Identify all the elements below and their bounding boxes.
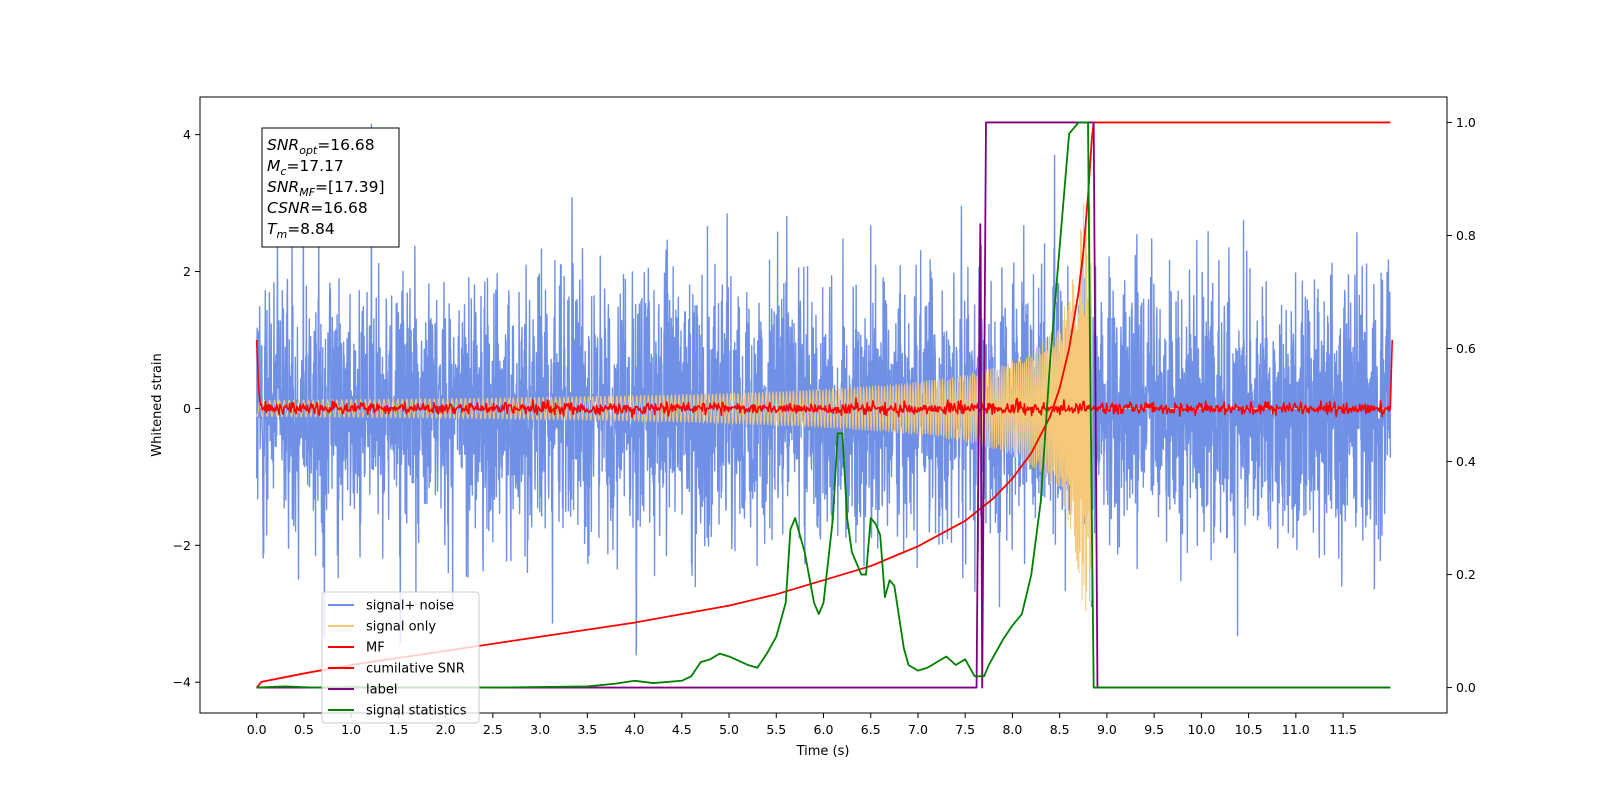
- legend-entry: MF: [366, 641, 385, 656]
- x-tick-label: 5.0: [719, 722, 739, 737]
- legend-entry: signal only: [366, 620, 436, 635]
- x-tick-label: 11.0: [1282, 722, 1310, 737]
- y2-tick-label: 1.0: [1456, 115, 1476, 130]
- x-tick-label: 7.0: [908, 722, 928, 737]
- series-signal-statistics: [256, 121, 1391, 689]
- series-label: [256, 121, 1391, 689]
- x-tick-label: 4.5: [672, 722, 692, 737]
- x-tick-label: 1.5: [388, 722, 408, 737]
- x-tick-label: 1.0: [341, 722, 361, 737]
- x-tick-label: 3.0: [530, 722, 550, 737]
- x-tick-label: 11.5: [1329, 722, 1357, 737]
- y2-tick-label: 0.2: [1456, 567, 1476, 582]
- y2-tick-label: 0.6: [1456, 341, 1476, 356]
- legend-entry: signal statistics: [366, 704, 467, 719]
- legend-entry: label: [366, 683, 397, 698]
- x-tick-label: 10.5: [1235, 722, 1263, 737]
- x-tick-label: 0.5: [294, 722, 314, 737]
- y-axis-left: −4 −2 0 2 4: [173, 127, 200, 690]
- x-tick-label: 2.0: [436, 722, 456, 737]
- x-tick-label: 8.5: [1050, 722, 1070, 737]
- x-tick-label: 6.5: [861, 722, 881, 737]
- stats-line: SNRMF=[17.39]: [267, 178, 385, 199]
- x-axis: 0.0 0.5 1.0 1.5 2.0 2.5 3.0 3.5 4.0 4.5 5.0 5.5 6.0 6…: [247, 713, 1357, 737]
- stats-line: Mc=17.17: [267, 157, 344, 178]
- legend-entry: signal+ noise: [366, 599, 454, 614]
- y-tick-label: 2: [183, 264, 191, 279]
- x-tick-label: 10.0: [1187, 722, 1215, 737]
- y-axis-label: Whitened strain: [150, 353, 165, 456]
- y2-tick-label: 0.0: [1456, 680, 1476, 695]
- stats-line: SNRopt=16.68: [267, 136, 375, 157]
- stats-box: [261, 127, 400, 248]
- y-tick-label: 0: [183, 401, 191, 416]
- stats-line: CSNR=16.68: [267, 199, 368, 217]
- legend-entry: cumilative SNR: [366, 662, 465, 677]
- legend: signal+ noise signal only MF cumilative SNR…: [321, 591, 480, 724]
- x-tick-label: 8.0: [1002, 722, 1022, 737]
- series-signal-noise: [255, 123, 1392, 656]
- stats-annotation: SNRopt=16.68Mc=17.17SNRMF=[17.39]CSNR=16…: [261, 127, 400, 248]
- legend-frame: [321, 591, 480, 724]
- x-tick-label: 4.0: [625, 722, 645, 737]
- x-tick-label: 3.5: [577, 722, 597, 737]
- y-tick-label: 4: [183, 127, 191, 142]
- x-tick-label: 6.0: [814, 722, 834, 737]
- series-mf: [255, 339, 1394, 419]
- x-tick-label: 9.0: [1097, 722, 1117, 737]
- y-axis-right: 0.0 0.2 0.4 0.6 0.8 1.0: [1447, 115, 1476, 695]
- y2-tick-label: 0.8: [1456, 228, 1476, 243]
- y-tick-label: −4: [173, 675, 191, 690]
- x-tick-label: 5.5: [766, 722, 786, 737]
- x-tick-label: 2.5: [483, 722, 503, 737]
- y2-tick-label: 0.4: [1456, 454, 1476, 469]
- x-tick-label: 9.5: [1144, 722, 1164, 737]
- x-tick-label: 0.0: [247, 722, 267, 737]
- x-axis-label: Time (s): [796, 744, 850, 759]
- x-tick-label: 7.5: [955, 722, 975, 737]
- y-tick-label: −2: [173, 538, 191, 553]
- stats-line: Tm=8.84: [267, 220, 335, 241]
